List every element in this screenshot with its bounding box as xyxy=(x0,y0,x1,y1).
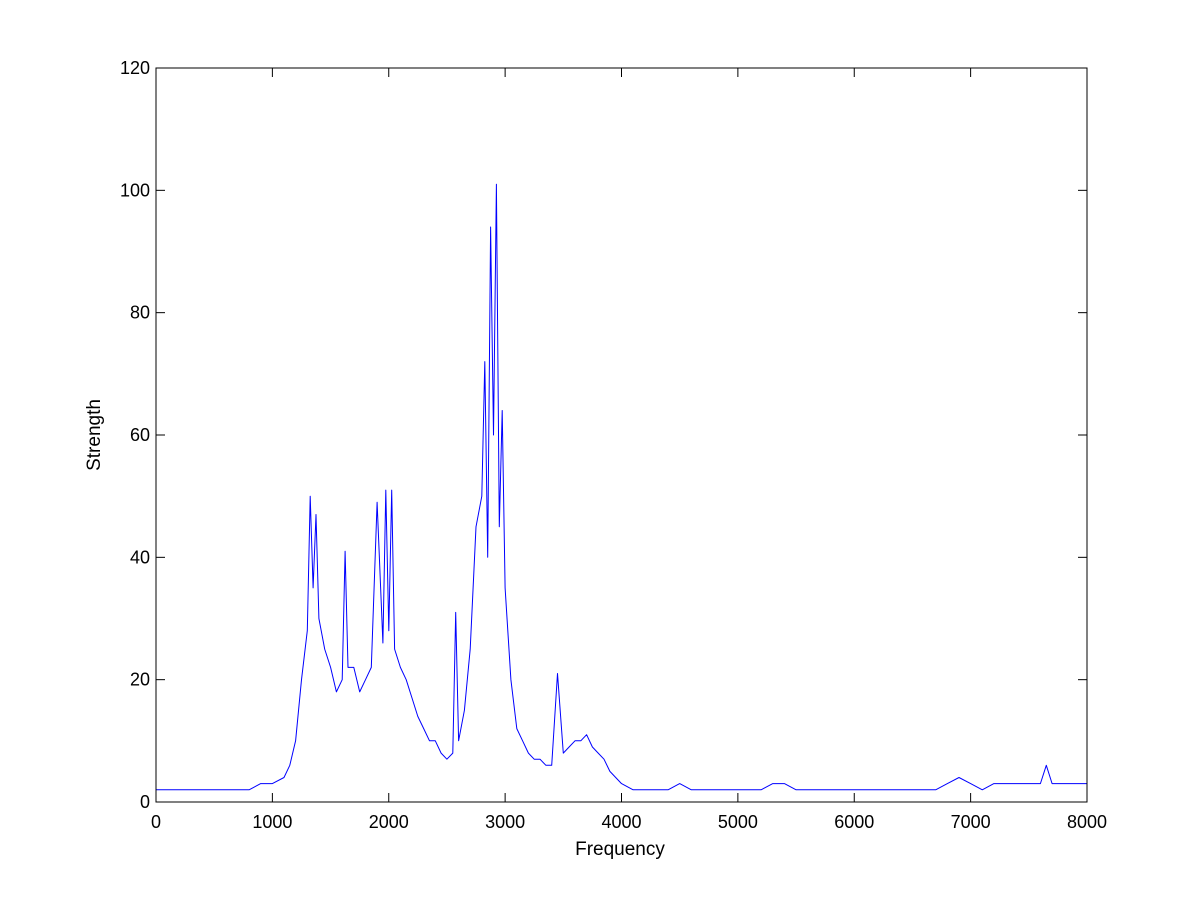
y-axis-label: Strength xyxy=(84,399,105,471)
tick-layer: 0 1000 2000 3000 4000 5000 6000 7000 8000 0 20 40 60… xyxy=(120,58,1107,832)
x-tick-label: 1000 xyxy=(252,812,292,832)
x-axis-label: Frequency xyxy=(575,839,665,860)
x-tick-label: 8000 xyxy=(1067,812,1107,832)
x-tick-label: 4000 xyxy=(601,812,641,832)
y-tick-label: 20 xyxy=(130,670,150,690)
y-tick-label: 40 xyxy=(130,547,150,567)
plot-frame xyxy=(155,67,1088,803)
y-tick-label: 100 xyxy=(120,180,150,200)
x-tick-label: 0 xyxy=(151,812,161,832)
y-tick-label: 0 xyxy=(140,792,150,812)
plot-background xyxy=(156,68,1087,802)
x-tick-label: 7000 xyxy=(951,812,991,832)
series-layer xyxy=(156,183,1087,791)
y-tick-label: 120 xyxy=(120,58,150,78)
x-tick-label: 5000 xyxy=(718,812,758,832)
spectrum-line xyxy=(156,183,1087,791)
y-tick-label: 60 xyxy=(130,425,150,445)
x-tick-label: 2000 xyxy=(369,812,409,832)
x-tick-label: 3000 xyxy=(485,812,525,832)
x-tick-label: 6000 xyxy=(834,812,874,832)
y-tick-label: 80 xyxy=(130,303,150,323)
